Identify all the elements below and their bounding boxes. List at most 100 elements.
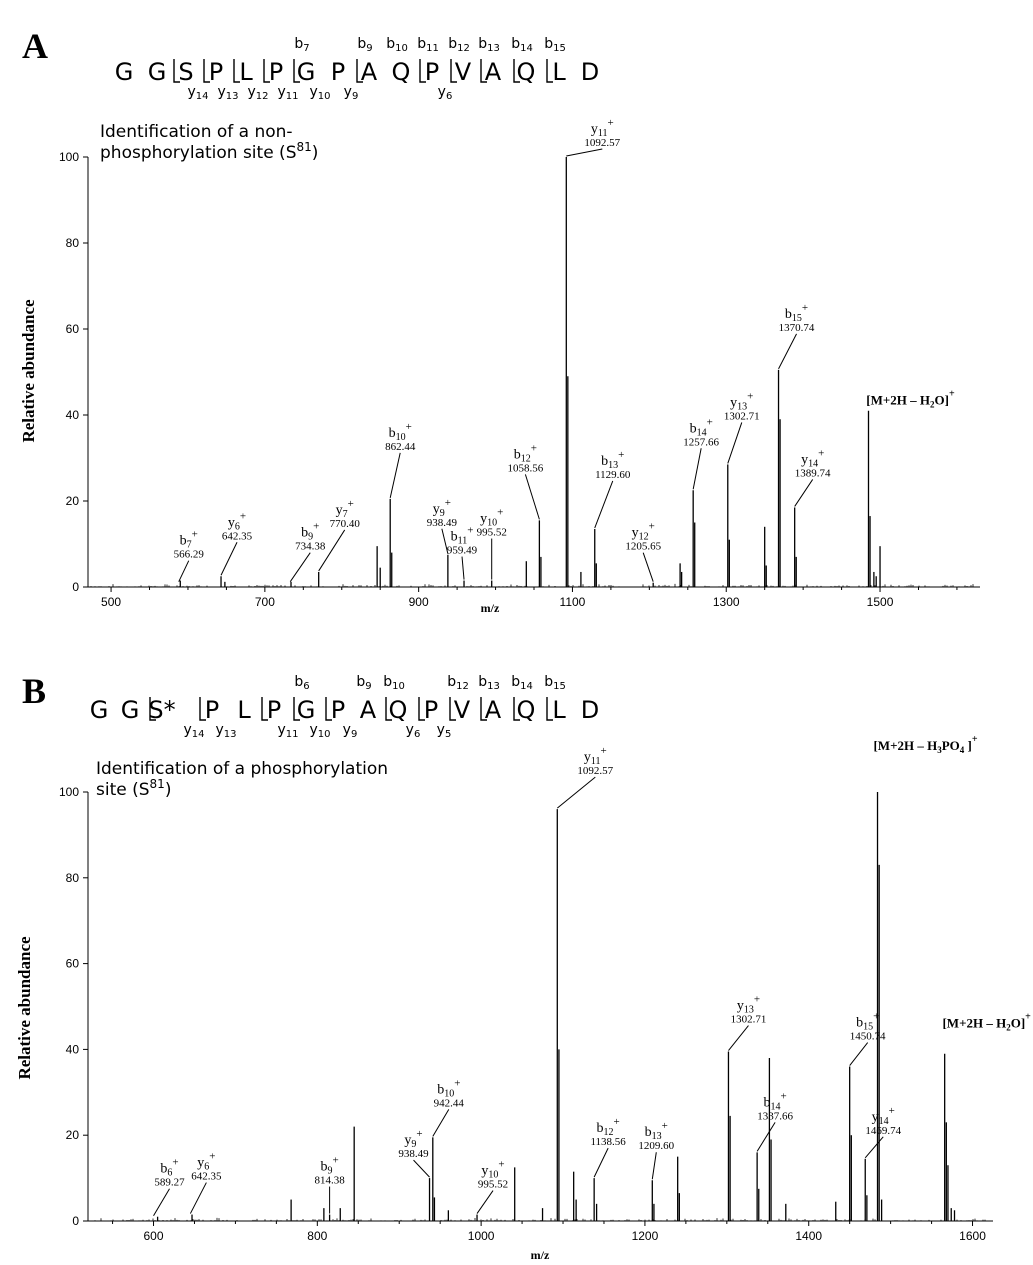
- cleavage-mark: [480, 697, 487, 721]
- sequence-residue: Q: [389, 696, 408, 724]
- precursor-label: [M+2H – H2O]+: [866, 389, 955, 410]
- annotation-mz-label: 814.38: [314, 1175, 345, 1187]
- annotation-ion-label: b7+: [180, 529, 198, 551]
- y-ion-label: y9: [344, 84, 359, 102]
- annotation-leader: [432, 1109, 450, 1137]
- annotation-leader: [476, 1190, 494, 1214]
- annotation-mz-label: 862.44: [385, 441, 416, 453]
- sequence-residue: G: [297, 58, 316, 86]
- cleavage-mark: [233, 59, 240, 83]
- annotation-ion-label: y9+: [404, 1128, 422, 1150]
- panel-b-subtitle-line2: site (S81): [96, 777, 171, 800]
- panel-b-spectrum: Relative abundance m/z 0 20 40 60 80 100 600 80…: [15, 734, 1031, 1262]
- annotation-leader: [556, 776, 596, 809]
- b-ion-label: b12: [448, 36, 470, 54]
- annotation-mz-label: 566.29: [174, 549, 205, 561]
- cleavage-mark: [203, 59, 210, 83]
- annotation-ion-label: y7+: [336, 498, 354, 520]
- annotation-leader: [692, 448, 702, 490]
- annotation-leader: [728, 1025, 749, 1051]
- annotation-leader: [318, 529, 346, 572]
- annotation-ion-label: b12+: [514, 442, 537, 464]
- b-ion-label: b15: [544, 674, 566, 692]
- cleavage-mark: [546, 697, 553, 721]
- b-ion-label: b13: [478, 674, 500, 692]
- b-ion-label: b12: [447, 674, 469, 692]
- annotation-ion-label: y13+: [730, 390, 753, 412]
- annotation-leader: [651, 1152, 657, 1180]
- sequence-residue: P: [425, 58, 439, 86]
- annotation-leader: [220, 542, 238, 576]
- annotation-ion-label: y11+: [584, 745, 607, 767]
- cleavage-mark: [513, 59, 520, 83]
- annotation-leader: [441, 528, 449, 554]
- y-ion-label: y13: [215, 722, 236, 740]
- cleavage-mark: [293, 697, 300, 721]
- b-ion-label: b13: [478, 36, 500, 54]
- cleavage-mark: [513, 697, 520, 721]
- annotation-mz-label: 770.40: [330, 518, 361, 530]
- y-tick-label: 0: [72, 1214, 79, 1228]
- annotation-ion-label: y14+: [872, 1105, 895, 1127]
- y-ion-label: y6: [438, 84, 453, 102]
- cleavage-mark: [263, 59, 270, 83]
- annotation-leader: [593, 1147, 609, 1178]
- annotation-leader: [794, 479, 814, 507]
- panel-a-subtitle-line1: Identification of a non-: [100, 122, 293, 142]
- annotation-leader: [389, 452, 401, 498]
- annotation-mz-label: 1469.74: [865, 1125, 901, 1137]
- sequence-residue: P: [269, 58, 283, 86]
- annotation-leader: [849, 1042, 869, 1066]
- sequence-residue: A: [361, 58, 378, 86]
- annotation-mz-label: 938.49: [398, 1148, 429, 1160]
- annotation-ion-label: b14+: [690, 416, 713, 438]
- y-ion-label: y11: [277, 84, 298, 102]
- b-ion-label: b10: [383, 674, 405, 692]
- cleavage-mark: [149, 697, 156, 721]
- panel-a-letter: A: [22, 26, 48, 66]
- annotation-mz-label: 1389.74: [795, 467, 831, 479]
- annotation-leader: [594, 480, 614, 529]
- annotation-leader: [566, 148, 603, 157]
- x-tick-label: 600: [144, 1229, 164, 1243]
- annotation-ion-label: y10+: [481, 1159, 504, 1181]
- y-tick-label: 60: [66, 322, 80, 336]
- annotation-ion-label: y14+: [801, 447, 824, 469]
- annotation-mz-label: 1302.71: [724, 410, 760, 422]
- sequence-residue: P: [205, 696, 219, 724]
- annotation-mz-label: 642.35: [222, 530, 253, 542]
- cleavage-mark: [173, 59, 180, 83]
- annotation-mz-label: 589.27: [154, 1177, 185, 1189]
- panel-a-spectrum: Relative abundance m/z 0 20 40 60 80 100 500 70…: [19, 117, 980, 615]
- sequence-residue: A: [360, 696, 377, 724]
- y-tick-label: 0: [72, 580, 79, 594]
- y-tick-label: 40: [66, 1042, 80, 1056]
- cleavage-mark: [546, 59, 553, 83]
- annotation-mz-label: 1129.60: [595, 469, 631, 481]
- y-tick-label: 20: [66, 494, 80, 508]
- annotation-leader: [756, 1122, 776, 1152]
- annotation-mz-label: 995.52: [478, 1179, 508, 1191]
- sequence-residue: P: [331, 58, 345, 86]
- b-ion-label: b6: [294, 674, 309, 692]
- sequence-residue: G: [148, 58, 167, 86]
- annotation-ion-label: b10+: [437, 1077, 460, 1099]
- annotation-leader: [413, 1159, 430, 1178]
- y-ion-label: y9: [343, 722, 358, 740]
- x-tick-label: 1100: [560, 595, 586, 609]
- y-ion-label: y11: [277, 722, 298, 740]
- annotation-mz-label: 1092.57: [584, 137, 620, 149]
- sequence-residue: A: [485, 696, 502, 724]
- panel-b: B G G S* P L P G P A Q P V A Q L Db6 b9 b10 b12 b13 b14 b15y1…: [15, 671, 1031, 1262]
- b-ion-label: b9: [357, 36, 372, 54]
- annotation-mz-label: 1450.74: [850, 1031, 886, 1043]
- annotation-mz-label: 734.38: [295, 541, 326, 553]
- annotation-ion-label: y12+: [632, 521, 655, 543]
- cleavage-mark: [293, 59, 300, 83]
- annotation-leader: [289, 552, 311, 582]
- sequence-residue: P: [331, 696, 345, 724]
- y-tick-label: 80: [66, 871, 80, 885]
- b-ion-label: b14: [511, 674, 533, 692]
- b-ion-label: b11: [417, 36, 439, 54]
